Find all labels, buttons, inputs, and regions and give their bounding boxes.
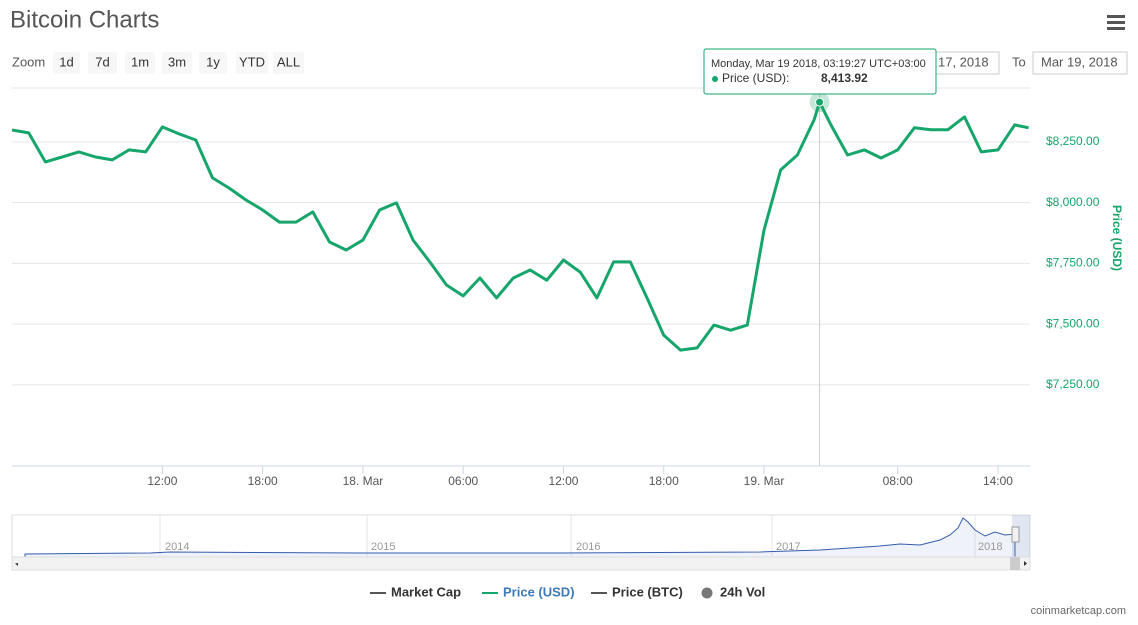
plot: $7,250.00 $7,500.00 $7,750.00 $8,000.00 $8,2… [11, 87, 1100, 488]
zoom-button[interactable]: 1d [53, 52, 80, 74]
menu-bar [1107, 21, 1125, 24]
zoom-button-bg [88, 52, 117, 74]
tooltip-dot [712, 76, 718, 82]
zoom-button[interactable]: 1m [125, 52, 155, 74]
scrollbar[interactable] [11, 556, 1031, 571]
to-input[interactable] [1032, 51, 1128, 75]
zoom-button-bg [162, 52, 192, 74]
zoom-label: Zoom [12, 54, 45, 69]
y-tick-label: $7,500.00 [1046, 316, 1100, 330]
page-title: Bitcoin Charts [10, 6, 159, 33]
zoom-button-bg [273, 52, 304, 74]
to-value: Mar 19, 2018 [1041, 54, 1118, 69]
x-tick-label: 06:00 [448, 474, 478, 488]
scroll-left[interactable] [15, 563, 18, 566]
x-tick-label: 12:00 [147, 474, 177, 488]
navigator: 2014 2015 2016 2017 2018 [11, 514, 1031, 571]
legend-item[interactable]: 24h Vol [701, 584, 766, 599]
zoom-button[interactable]: 3m [162, 52, 192, 74]
x-tick-label: 18:00 [248, 474, 278, 488]
menu-bar [1107, 27, 1125, 30]
zoom-button[interactable]: YTD [236, 52, 268, 74]
zoom-button-label: 1y [206, 54, 220, 69]
zoom-button-label: ALL [277, 54, 300, 69]
navigator-label: 2014 [165, 541, 189, 553]
navigator-line [24, 517, 1016, 558]
tooltip-series: Price (USD): [722, 71, 789, 85]
x-tick-label: 12:00 [548, 474, 578, 488]
scrollbar-thumb[interactable] [1010, 557, 1020, 570]
zoom-button-bg [199, 52, 227, 74]
menu-bar [1107, 15, 1125, 18]
navigator-label: 2017 [776, 541, 800, 553]
zoom-button[interactable]: 7d [88, 52, 117, 74]
legend-label: Price (BTC) [612, 584, 683, 599]
legend: Market Cap Price (USD) Price (BTC) 24h V… [370, 584, 765, 599]
navigator-mask [1012, 515, 1030, 557]
navigator-handle[interactable] [1011, 526, 1020, 543]
zoom-button-bg [125, 52, 155, 74]
from-value: 17, 2018 [938, 54, 989, 69]
x-tick-label: 14:00 [983, 474, 1013, 488]
zoom-button-label: 1m [131, 54, 149, 69]
tooltip-date: Monday, Mar 19 2018, 03:19:27 UTC+03:00 [711, 58, 926, 70]
navigator-frame [11, 514, 1031, 558]
zoom-button[interactable]: ALL [273, 52, 304, 74]
zoom-button-bg [53, 52, 80, 74]
tooltip: Monday, Mar 19 2018, 03:19:27 UTC+03:00P… [703, 48, 937, 95]
menu-icon[interactable] [1107, 15, 1125, 30]
legend-swatch [701, 587, 713, 599]
to-label: To [1012, 54, 1026, 69]
zoom-button[interactable]: 1y [199, 52, 227, 74]
legend-item[interactable]: Price (USD) [482, 584, 575, 599]
legend-label: Price (USD) [503, 584, 575, 599]
legend-label: 24h Vol [720, 584, 765, 599]
navigator-label: 2016 [576, 541, 600, 553]
zoom-button-label: YTD [239, 54, 265, 69]
navigator-label: 2015 [371, 541, 395, 553]
tooltip-value: 8,413.92 [821, 71, 868, 85]
x-tick-label: 19. Mar [744, 474, 785, 488]
x-tick-label: 08:00 [883, 474, 913, 488]
scroll-right[interactable] [1024, 561, 1027, 566]
legend-item[interactable]: Market Cap [370, 584, 461, 599]
zoom-button-label: 7d [95, 54, 109, 69]
zoom-button-bg [236, 52, 268, 74]
footer-credit: coinmarketcap.com [1031, 605, 1126, 617]
zoom-button-label: 3m [168, 54, 186, 69]
legend-label: Market Cap [391, 584, 461, 599]
y-tick-label: $8,250.00 [1046, 134, 1100, 148]
navigator-label: 2018 [978, 541, 1002, 553]
price-line [11, 100, 1029, 352]
x-tick-label: 18. Mar [343, 474, 384, 488]
zoom-button-label: 1d [59, 54, 73, 69]
zoom-buttons: 1d 7d 1m 3m 1y YTD ALL [53, 52, 304, 74]
tooltip-box [703, 48, 937, 95]
x-tick-label: 18:00 [649, 474, 679, 488]
y-axis-title: Price (USD) [1110, 205, 1124, 271]
y-tick-label: $8,000.00 [1046, 195, 1100, 209]
y-tick-label: $7,250.00 [1046, 377, 1100, 391]
y-tick-label: $7,750.00 [1046, 256, 1100, 270]
hover-point [815, 97, 825, 107]
legend-item[interactable]: Price (BTC) [591, 584, 683, 599]
